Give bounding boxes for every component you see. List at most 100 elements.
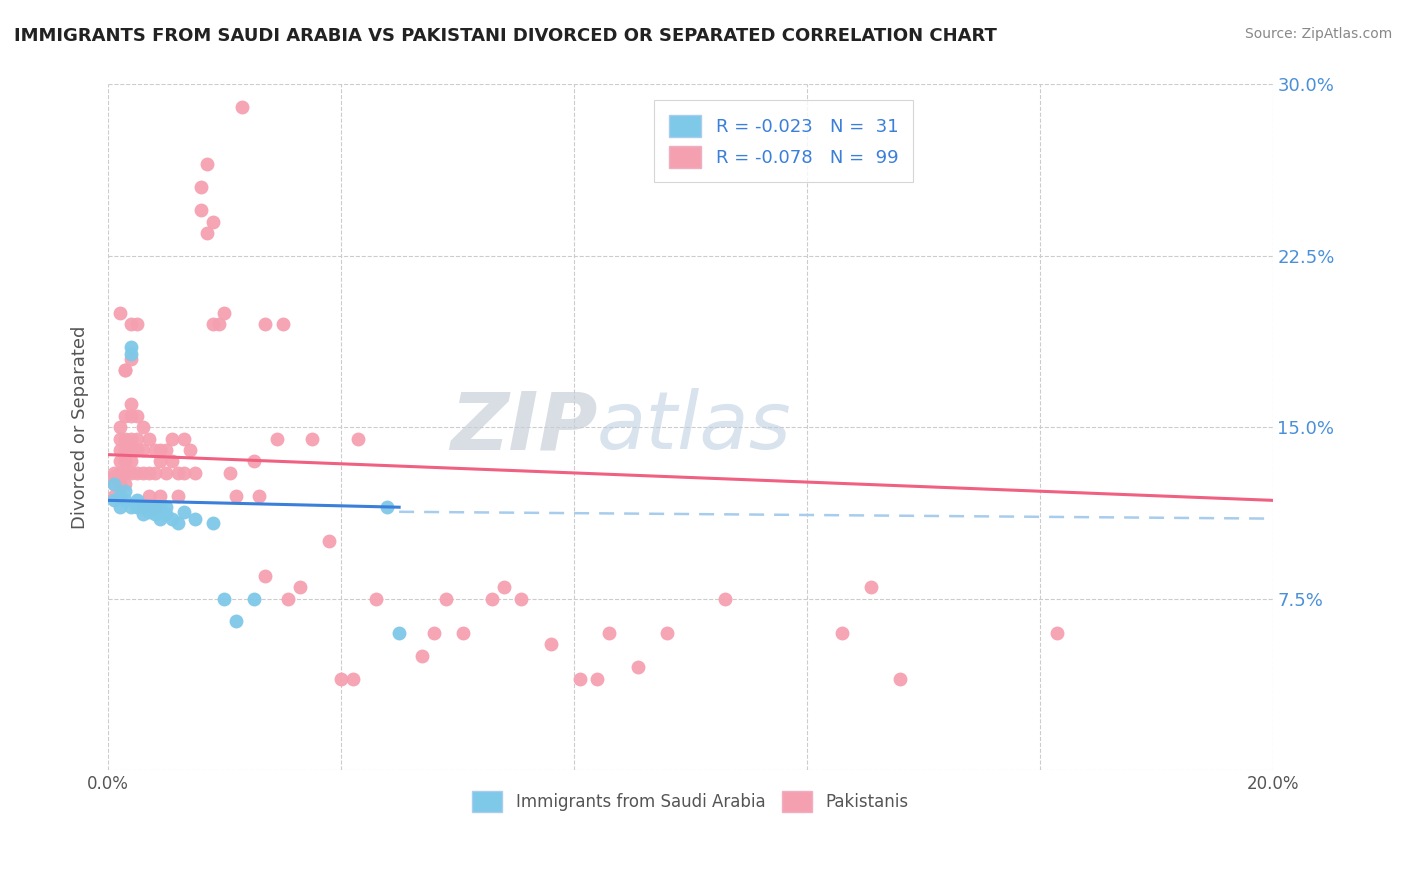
Point xyxy=(103,489,125,503)
Point xyxy=(108,420,131,434)
Point xyxy=(160,454,183,468)
Point xyxy=(143,443,166,458)
Point xyxy=(329,672,352,686)
Point xyxy=(225,615,247,629)
Point xyxy=(598,626,620,640)
Point xyxy=(179,443,201,458)
Point xyxy=(114,477,136,491)
Point xyxy=(149,500,172,515)
Point xyxy=(103,477,125,491)
Point xyxy=(120,500,142,515)
Point xyxy=(277,591,299,606)
Point xyxy=(127,500,149,515)
Point xyxy=(655,626,678,640)
Point xyxy=(627,660,650,674)
Point xyxy=(195,157,218,171)
Point xyxy=(127,443,149,458)
Point xyxy=(231,100,253,114)
Point xyxy=(889,672,911,686)
Point xyxy=(108,432,131,446)
Text: IMMIGRANTS FROM SAUDI ARABIA VS PAKISTANI DIVORCED OR SEPARATED CORRELATION CHAR: IMMIGRANTS FROM SAUDI ARABIA VS PAKISTAN… xyxy=(14,27,997,45)
Point xyxy=(451,626,474,640)
Point xyxy=(108,443,131,458)
Point xyxy=(184,511,207,525)
Point xyxy=(167,489,190,503)
Point xyxy=(120,454,142,468)
Point xyxy=(481,591,503,606)
Point xyxy=(831,626,853,640)
Point xyxy=(108,466,131,480)
Point xyxy=(568,672,591,686)
Point xyxy=(160,511,183,525)
Point xyxy=(225,489,247,503)
Point xyxy=(1046,626,1069,640)
Point xyxy=(127,493,149,508)
Point xyxy=(342,672,364,686)
Point xyxy=(388,626,411,640)
Point xyxy=(201,516,224,531)
Point xyxy=(132,500,155,515)
Point xyxy=(132,443,155,458)
Point xyxy=(214,591,236,606)
Point xyxy=(149,443,172,458)
Point xyxy=(167,466,190,480)
Point xyxy=(149,511,172,525)
Point xyxy=(242,454,264,468)
Point xyxy=(120,318,142,332)
Point xyxy=(201,214,224,228)
Point xyxy=(120,397,142,411)
Point xyxy=(347,432,370,446)
Point xyxy=(155,466,177,480)
Point xyxy=(132,466,155,480)
Point xyxy=(108,454,131,468)
Point xyxy=(103,470,125,484)
Text: Source: ZipAtlas.com: Source: ZipAtlas.com xyxy=(1244,27,1392,41)
Point xyxy=(114,409,136,423)
Point xyxy=(219,466,242,480)
Point xyxy=(155,443,177,458)
Point xyxy=(114,484,136,499)
Point xyxy=(138,489,160,503)
Point xyxy=(149,454,172,468)
Point xyxy=(103,466,125,480)
Point xyxy=(266,432,288,446)
Point xyxy=(434,591,457,606)
Point xyxy=(301,432,323,446)
Point xyxy=(127,432,149,446)
Point xyxy=(114,454,136,468)
Point xyxy=(184,466,207,480)
Point xyxy=(173,466,195,480)
Point xyxy=(114,363,136,377)
Point xyxy=(173,505,195,519)
Point xyxy=(120,340,142,354)
Point xyxy=(138,500,160,515)
Point xyxy=(540,637,562,651)
Point xyxy=(190,203,212,218)
Point xyxy=(143,507,166,521)
Point xyxy=(859,580,882,594)
Point xyxy=(132,507,155,521)
Point xyxy=(132,420,155,434)
Point xyxy=(120,409,142,423)
Point xyxy=(120,466,142,480)
Point xyxy=(132,500,155,515)
Point xyxy=(108,306,131,320)
Point xyxy=(108,489,131,503)
Point xyxy=(108,500,131,515)
Point xyxy=(377,500,399,515)
Point xyxy=(114,432,136,446)
Point xyxy=(127,409,149,423)
Point xyxy=(114,443,136,458)
Y-axis label: Divorced or Separated: Divorced or Separated xyxy=(72,326,89,529)
Point xyxy=(714,591,737,606)
Point xyxy=(247,489,270,503)
Point xyxy=(114,493,136,508)
Point xyxy=(242,591,264,606)
Point xyxy=(120,347,142,361)
Text: atlas: atlas xyxy=(598,388,792,467)
Point xyxy=(149,489,172,503)
Point xyxy=(423,626,446,640)
Point xyxy=(190,180,212,194)
Point xyxy=(288,580,311,594)
Point xyxy=(114,466,136,480)
